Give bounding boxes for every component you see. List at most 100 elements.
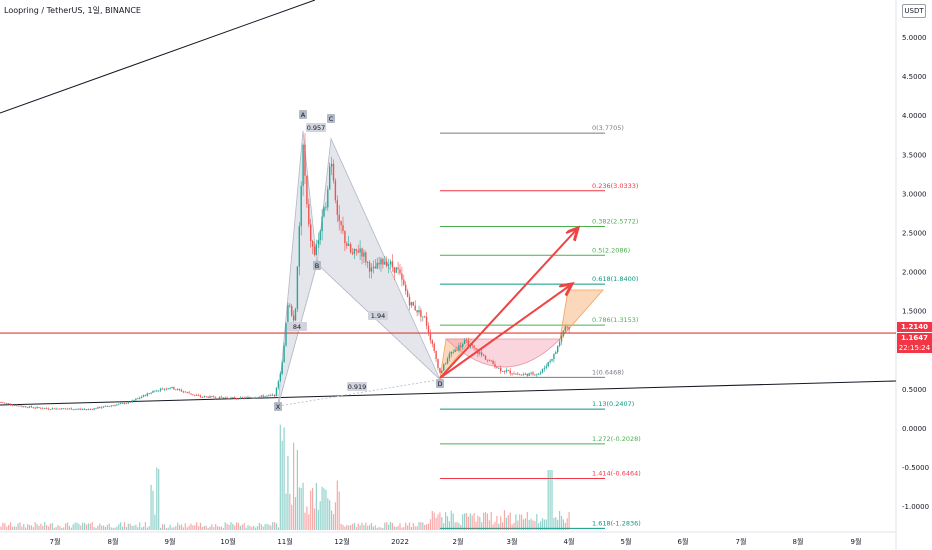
volume-bar bbox=[87, 523, 89, 530]
volume-bar bbox=[407, 525, 409, 530]
volume-bar bbox=[224, 522, 226, 530]
volume-bar bbox=[306, 506, 308, 530]
currency-badge[interactable]: USDT bbox=[902, 4, 926, 18]
candle-body bbox=[327, 189, 329, 208]
candle-body bbox=[444, 363, 447, 365]
volume-bar bbox=[180, 524, 183, 530]
candle-body bbox=[367, 262, 369, 263]
volume-bar bbox=[367, 525, 369, 530]
candle-body bbox=[481, 352, 483, 355]
candle-body bbox=[112, 405, 114, 407]
candle-body bbox=[361, 248, 363, 257]
candle-body bbox=[66, 408, 69, 410]
volume-bar bbox=[562, 519, 564, 530]
x-tick-label: 4월 bbox=[564, 537, 575, 546]
volume-bar bbox=[424, 524, 426, 530]
chart-title: Loopring / TetherUS, 1일, BINANCE bbox=[4, 6, 141, 15]
volume-bar bbox=[540, 521, 542, 530]
volume-bar bbox=[490, 512, 492, 530]
volume-bar bbox=[469, 513, 471, 530]
candle-body bbox=[13, 405, 15, 406]
candle-body bbox=[427, 325, 430, 333]
candle-body bbox=[325, 207, 327, 209]
volume-bar bbox=[226, 523, 228, 530]
candle-body bbox=[101, 407, 103, 409]
candle-body bbox=[500, 367, 502, 372]
candle-body bbox=[545, 366, 547, 368]
candle-body bbox=[513, 373, 515, 375]
candle-body bbox=[349, 244, 352, 253]
volume-bar bbox=[61, 527, 63, 530]
candle-body bbox=[382, 258, 384, 265]
candle-body bbox=[226, 397, 228, 399]
candle-body bbox=[448, 353, 451, 359]
volume-bar bbox=[243, 522, 245, 530]
volume-bar bbox=[104, 527, 107, 530]
volume-bar bbox=[190, 523, 192, 530]
volume-bar bbox=[68, 525, 70, 530]
volume-bar bbox=[446, 516, 449, 530]
fib-level-label: 1.414(-0.6464) bbox=[592, 470, 641, 478]
volume-bar bbox=[388, 524, 390, 530]
candle-body bbox=[87, 408, 90, 410]
volume-bar bbox=[150, 484, 152, 530]
volume-bar bbox=[32, 527, 34, 530]
candle-body bbox=[319, 231, 321, 241]
candle-body bbox=[95, 408, 97, 410]
candle-body bbox=[539, 372, 542, 374]
candle-body bbox=[32, 407, 34, 409]
candle-body bbox=[534, 374, 536, 376]
target-arrow-upper bbox=[439, 228, 578, 379]
candle-body bbox=[78, 408, 80, 410]
volume-bar bbox=[72, 524, 74, 530]
candle-body bbox=[63, 408, 65, 410]
volume-bar bbox=[120, 522, 122, 530]
volume-bar bbox=[28, 525, 31, 530]
candle-body bbox=[405, 284, 407, 292]
volume-bar bbox=[365, 522, 367, 530]
candle-body bbox=[158, 390, 160, 392]
candle-body bbox=[260, 395, 262, 397]
candle-body bbox=[215, 397, 217, 399]
volume-bar bbox=[253, 525, 255, 530]
volume-bar bbox=[395, 526, 397, 530]
volume-bar bbox=[154, 514, 156, 530]
volume-bar bbox=[194, 525, 196, 530]
candle-body bbox=[83, 409, 86, 410]
volume-bar bbox=[281, 440, 283, 530]
candle-body bbox=[80, 408, 82, 410]
candle-body bbox=[289, 305, 291, 307]
fib-level-label: 1(0.6468) bbox=[592, 368, 624, 376]
candle-body bbox=[558, 341, 561, 346]
candle-body bbox=[61, 408, 63, 410]
pattern-ratio-label: 1.94 bbox=[371, 312, 385, 320]
volume-bar bbox=[131, 525, 133, 530]
volume-bar bbox=[163, 524, 165, 530]
candle-body bbox=[315, 244, 318, 255]
volume-bar bbox=[205, 525, 207, 530]
candle-body bbox=[433, 343, 435, 351]
volume-bar bbox=[382, 527, 384, 530]
volume-bar bbox=[317, 509, 319, 530]
candle-body bbox=[471, 344, 473, 346]
volume-bar bbox=[123, 522, 126, 530]
candle-body bbox=[7, 403, 10, 405]
candle-body bbox=[452, 351, 454, 353]
volume-bar bbox=[89, 523, 91, 530]
volume-bar bbox=[437, 514, 439, 530]
candle-body bbox=[85, 409, 88, 410]
volume-bar bbox=[397, 525, 399, 530]
volume-bar bbox=[125, 527, 127, 530]
candle-body bbox=[222, 397, 224, 399]
volume-bar bbox=[441, 517, 443, 530]
volume-bar bbox=[266, 523, 268, 530]
candle-body bbox=[188, 392, 190, 394]
volume-bar bbox=[342, 524, 344, 530]
volume-bar bbox=[429, 519, 431, 530]
volume-bar bbox=[217, 526, 219, 530]
volume-bar bbox=[251, 527, 253, 530]
candle-body bbox=[551, 359, 553, 361]
candle-body bbox=[207, 396, 209, 398]
x-tick-label: 2월 bbox=[453, 537, 464, 546]
